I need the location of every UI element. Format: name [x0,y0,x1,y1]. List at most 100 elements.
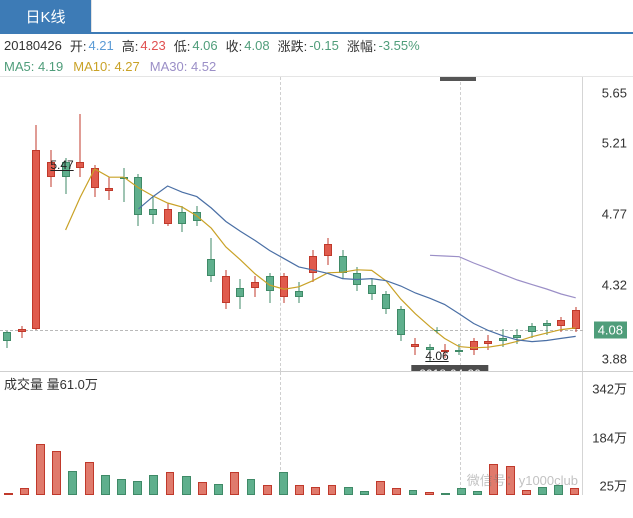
candle-body-25[interactable] [368,285,376,294]
candle-body-33[interactable] [484,341,492,344]
low-price-label: 4.06 [425,349,448,363]
volume-bar-23[interactable] [376,481,385,495]
volume-bar-5[interactable] [85,462,94,495]
candle-body-8[interactable] [120,177,128,179]
candle-body-21[interactable] [309,256,317,274]
volume-bar-11[interactable] [182,476,191,495]
low-value: 4.06 [192,38,217,53]
volume-bar-25[interactable] [409,490,418,495]
candle-body-16[interactable] [236,288,244,297]
candle-body-10[interactable] [149,209,157,215]
candle-body-38[interactable] [557,320,565,326]
volume-grid-line-2 [460,372,461,495]
candle-body-22[interactable] [324,244,332,256]
close-label: 收: [226,36,243,55]
volume-bar-17[interactable] [279,472,288,495]
volume-chart[interactable]: 成交量 量61.0万 342万 184万 25万 微信号：y1000club [0,372,633,495]
candle-body-13[interactable] [193,212,201,221]
volume-bar-14[interactable] [230,472,239,495]
candle-body-7[interactable] [105,188,113,191]
volume-bar-4[interactable] [68,471,77,495]
grid-line-vertical-1 [280,77,281,371]
candle-body-31[interactable] [455,350,463,353]
volume-bar-18[interactable] [295,485,304,495]
candle-body-32[interactable] [470,341,478,350]
candle-body-28[interactable] [411,344,419,347]
volume-bar-3[interactable] [52,451,61,495]
volume-bar-0[interactable] [4,493,13,495]
volume-bar-7[interactable] [117,479,126,495]
candle-body-37[interactable] [543,323,551,326]
price-axis-label-0: 5.65 [602,86,627,101]
candle-body-17[interactable] [251,282,259,288]
ma10-value: MA10: 4.27 [73,59,140,74]
candle-body-34[interactable] [499,338,507,341]
watermark-text: 微信号：y1000club [467,470,578,489]
price-axis-label-3: 4.32 [602,278,627,293]
volume-bar-10[interactable] [166,472,175,495]
high-price-label: 5.47 [50,158,73,172]
candle-body-14[interactable] [207,259,215,277]
volume-bar-1[interactable] [20,488,29,495]
candle-body-24[interactable] [353,273,361,285]
price-axis-label-1: 5.21 [602,136,627,151]
volume-bar-24[interactable] [392,488,401,495]
candle-body-23[interactable] [339,256,347,274]
price-axis-divider [582,77,583,371]
candle-wick-1 [21,326,22,338]
volume-title: 成交量 量61.0万 [4,374,98,393]
candle-body-26[interactable] [382,294,390,309]
price-axis-label-5: 3.88 [602,352,627,367]
volume-bar-21[interactable] [344,487,353,495]
volume-bar-26[interactable] [425,492,434,495]
candle-body-15[interactable] [222,276,230,302]
price-axis-label-2: 4.77 [602,207,627,222]
volume-bar-28[interactable] [457,488,466,495]
volume-bar-27[interactable] [441,493,450,495]
volume-bar-20[interactable] [328,485,337,495]
volume-bar-22[interactable] [360,491,369,495]
date-tooltip: 2018-04-26 [411,365,488,372]
candle-body-5[interactable] [76,162,84,168]
close-value: 4.08 [244,38,269,53]
volume-bar-2[interactable] [36,444,45,495]
change-label: 涨跌: [278,36,308,55]
candle-body-9[interactable] [134,177,142,215]
date-value: 20180426 [4,38,62,53]
high-value: 4.23 [140,38,165,53]
candle-body-39[interactable] [572,310,580,329]
volume-bar-16[interactable] [263,485,272,495]
volume-bar-13[interactable] [214,484,223,495]
chart-scrollbar-thumb[interactable] [440,77,476,81]
candle-body-18[interactable] [266,276,274,291]
candle-body-6[interactable] [91,168,99,189]
ma5-value: MA5: 4.19 [4,59,63,74]
candle-body-1[interactable] [18,329,26,332]
candle-body-12[interactable] [178,212,186,224]
open-value: 4.21 [88,38,113,53]
ohlc-info-bar: 20180426 开: 4.21 高: 4.23 低: 4.06 收: 4.08… [0,34,633,56]
volume-bar-32[interactable] [522,490,531,495]
volume-axis-label-0: 342万 [592,379,627,398]
candlestick-chart[interactable]: 5.65 5.21 4.77 4.32 4.08 3.88 5.47 4.06 … [0,76,633,372]
pct-value: -3.55% [378,38,419,53]
volume-bar-12[interactable] [198,482,207,495]
candle-body-35[interactable] [513,335,521,338]
volume-bar-19[interactable] [311,487,320,495]
candle-body-20[interactable] [295,291,303,297]
candle-body-2[interactable] [32,150,40,329]
candle-body-27[interactable] [397,309,405,335]
candle-body-11[interactable] [164,209,172,224]
volume-bar-6[interactable] [101,475,110,495]
volume-bar-35[interactable] [570,488,579,495]
volume-bar-8[interactable] [133,481,142,495]
volume-bar-15[interactable] [247,479,256,495]
candle-body-0[interactable] [3,332,11,341]
volume-bar-9[interactable] [149,475,158,496]
tab-day-kline[interactable]: 日K线 [0,0,92,32]
candle-body-19[interactable] [280,276,288,297]
candle-body-36[interactable] [528,326,536,332]
change-value: -0.15 [309,38,339,53]
candle-wick-8 [123,168,124,202]
volume-bar-29[interactable] [473,491,482,495]
